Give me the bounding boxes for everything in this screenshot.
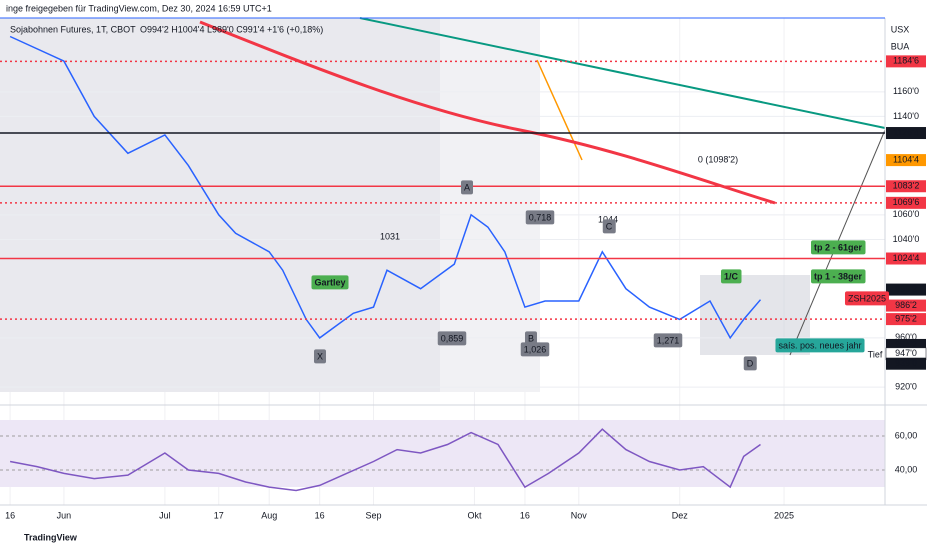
annotation-box: [810, 240, 866, 255]
annotation: saís. pos. neues jahr: [778, 340, 861, 350]
y-tick-label: 1040'0: [893, 234, 920, 244]
annotation: 1,271: [657, 335, 680, 345]
y-tick-label: 960'0: [895, 332, 917, 342]
annotation: A: [464, 182, 470, 192]
price-line: [9, 428, 761, 492]
price-badge-label: 954'2: [895, 339, 917, 349]
shaded-range: [0, 18, 440, 392]
trendline: [359, 17, 886, 129]
price-badge: [886, 299, 926, 312]
annotation-box: [313, 349, 327, 364]
price-badge: [886, 283, 926, 296]
header: inge freigegeben für TradingView.com, De…: [6, 3, 272, 13]
price-badge: [886, 252, 926, 265]
annotation: 0 (1098'2): [698, 154, 738, 164]
x-tick-label: 2025: [774, 510, 794, 520]
price-line: [9, 35, 762, 340]
axis-mode[interactable]: BUA: [891, 41, 910, 51]
annotation-box: [653, 333, 683, 348]
price-badge-label: 1024'4: [893, 253, 920, 263]
y-tick-label: 1160'0: [893, 86, 919, 96]
annotation: C: [606, 221, 613, 231]
price-badge: [886, 55, 926, 68]
y-tick-label: 1060'0: [893, 209, 920, 219]
annotation-box: [437, 331, 467, 346]
x-tick-label: Dez: [672, 510, 689, 520]
annotation-box: [720, 269, 742, 284]
currency[interactable]: USX: [891, 24, 910, 34]
annotation: 0,718: [529, 212, 552, 222]
legend-ohlc: O994'2 H1004'4 L989'0 C991'4 +1'6 (+0,18…: [140, 24, 323, 34]
x-tick-label: 17: [214, 510, 224, 520]
price-badge-label: 1126'4: [893, 127, 919, 137]
annotation: Tief: [868, 349, 883, 359]
price-badge: [886, 127, 926, 140]
y-tick-label: 40,00: [895, 464, 918, 474]
annotation-box: [743, 356, 757, 371]
x-tick-label: Sep: [366, 510, 382, 520]
price-badge: [886, 357, 926, 370]
y-tick-label: 1140'0: [893, 111, 919, 121]
x-tick-label: Jul: [159, 510, 171, 520]
x-tick-label: 16: [520, 510, 530, 520]
annotation-box: [520, 342, 550, 357]
annotation: Gartley: [314, 277, 345, 287]
annotation: B: [528, 333, 534, 343]
price-badge-label: 1083'2: [893, 181, 920, 191]
annotation: 0,859: [441, 333, 464, 343]
trendline: [536, 59, 583, 161]
y-tick-label: 60,00: [895, 430, 918, 440]
annotation: D: [747, 358, 754, 368]
annotation-box: [844, 291, 890, 306]
annotation-box: [775, 338, 865, 353]
price-badge-label: 947'0: [895, 348, 917, 358]
annotation: tp 1 - 38ger: [814, 271, 863, 281]
footer-bar: [0, 526, 927, 550]
annotation-box: [460, 180, 474, 195]
price-badge-label: 1184'6: [893, 56, 919, 66]
y-tick-label: 920'0: [895, 381, 917, 391]
footer-logo: TradingView: [24, 532, 78, 542]
annotation-box: [810, 269, 866, 284]
x-tick-label: Aug: [261, 510, 277, 520]
price-badge: [886, 154, 926, 167]
price-badge-label: 999'2: [895, 284, 917, 294]
price-badge-label: 986'2: [895, 300, 917, 310]
annotation: tp 2 - 61ger: [814, 242, 863, 252]
annotation: X: [317, 351, 323, 361]
annotation: 1/C: [724, 271, 739, 281]
x-tick-label: 16: [315, 510, 325, 520]
price-badge-label: 939'0: [895, 358, 917, 368]
annotation-box: [524, 331, 538, 346]
moving-average: [199, 20, 776, 205]
annotation: 1031: [380, 231, 400, 241]
x-tick-label: Okt: [467, 510, 482, 520]
annotation-box: [602, 219, 616, 234]
rsi-band: [0, 420, 885, 487]
annotation: 1,026: [524, 344, 547, 354]
price-badge: [886, 180, 926, 193]
x-tick-label: 16: [5, 510, 15, 520]
price-badge-label: 975'2: [895, 313, 917, 323]
price-badge: [886, 313, 926, 326]
price-badge: [886, 196, 926, 209]
annotation: ZSH2025: [848, 293, 886, 303]
price-badge-label: 1069'6: [893, 197, 920, 207]
price-badge-label: 1104'4: [893, 154, 919, 164]
shaded-range: [440, 18, 540, 392]
legend-symbol: Sojabohnen Futures, 1T, CBOT: [10, 24, 136, 34]
annotation-box: [311, 275, 349, 290]
x-tick-label: Nov: [571, 510, 588, 520]
x-tick-label: Jun: [57, 510, 72, 520]
annotation-box: [525, 210, 555, 225]
